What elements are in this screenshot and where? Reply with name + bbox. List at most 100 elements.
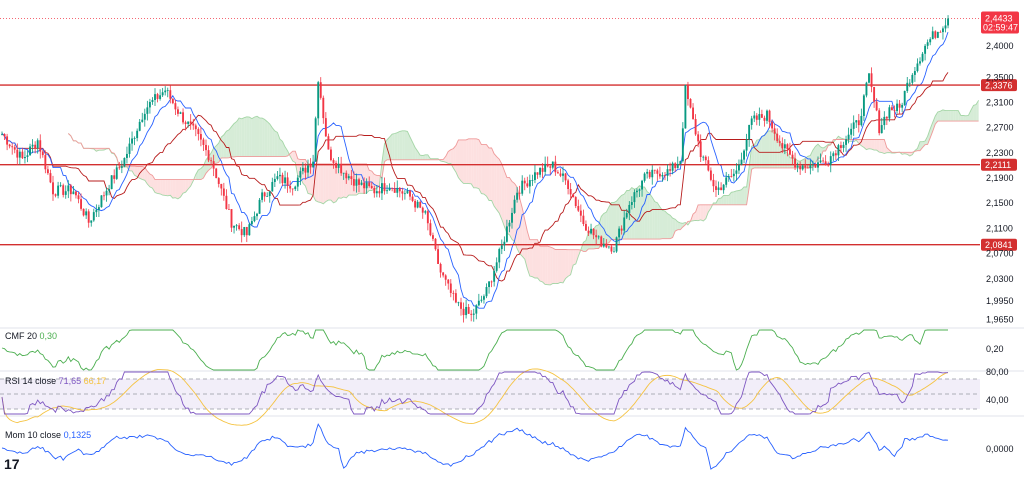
cloud-segment xyxy=(252,117,255,156)
candle-body xyxy=(292,189,294,190)
candle-body xyxy=(792,155,794,159)
cloud-segment xyxy=(158,180,161,194)
cloud-segment xyxy=(767,131,770,168)
candle-body xyxy=(554,162,556,173)
candle-body xyxy=(279,175,281,176)
cloud-segment xyxy=(553,248,556,284)
cloud-segment xyxy=(461,140,464,184)
cmf-tick: 0,20 xyxy=(986,344,1004,354)
candle-body xyxy=(21,152,23,158)
candle-body xyxy=(98,207,100,210)
candle-body xyxy=(231,209,233,228)
candle-body xyxy=(909,83,911,84)
candle-body xyxy=(106,191,108,196)
candle-body xyxy=(6,136,8,144)
candle-body xyxy=(753,115,755,118)
candle-body xyxy=(149,102,151,107)
candle-body xyxy=(241,229,243,235)
candle-body xyxy=(75,192,77,196)
candle-body xyxy=(858,120,860,125)
candle-body xyxy=(774,128,776,133)
cloud-segment xyxy=(882,139,885,153)
cloud-segment xyxy=(492,148,495,206)
candle-body xyxy=(881,125,883,133)
candle-body xyxy=(174,103,176,109)
candle-body xyxy=(282,175,284,183)
candle-body xyxy=(743,151,745,160)
candle-body xyxy=(368,183,370,186)
candle-body xyxy=(200,134,202,139)
candle-body xyxy=(789,149,791,154)
candle-body xyxy=(404,193,406,194)
cloud-segment xyxy=(948,111,951,122)
candle-body xyxy=(863,95,865,116)
candle-body xyxy=(669,169,671,171)
candle-body xyxy=(646,172,648,174)
candle-body xyxy=(223,189,225,196)
cloud-segment xyxy=(262,118,265,157)
candle-body xyxy=(396,188,398,193)
cloud-segment xyxy=(548,246,551,285)
cloud-segment xyxy=(165,180,168,196)
candle-body xyxy=(633,192,635,202)
candle-body xyxy=(929,39,931,42)
price-tick-label: 2,0300 xyxy=(986,274,1014,284)
candle-body xyxy=(830,156,832,165)
level-price-label: 2,2111 xyxy=(985,160,1011,170)
cloud-segment xyxy=(657,203,660,239)
candle-body xyxy=(450,284,452,293)
candle-body xyxy=(595,235,597,237)
candle-body xyxy=(325,118,327,136)
candle-body xyxy=(519,193,521,194)
candle-body xyxy=(636,191,638,192)
candle-body xyxy=(557,172,559,173)
candle-body xyxy=(108,189,110,191)
candle-body xyxy=(832,153,834,156)
candle-body xyxy=(437,249,439,264)
candle-body xyxy=(384,183,386,191)
candle-body xyxy=(381,183,383,193)
cloud-segment xyxy=(698,205,701,221)
candle-body xyxy=(804,166,806,168)
price-tick-label: 1,9650 xyxy=(986,315,1014,325)
candle-body xyxy=(679,161,681,164)
candle-body xyxy=(11,146,13,147)
candle-body xyxy=(611,246,613,251)
candle-body xyxy=(674,163,676,168)
candle-body xyxy=(254,216,256,221)
candle-body xyxy=(294,187,296,189)
tradingview-logo[interactable]: 17 xyxy=(4,456,20,472)
cloud-segment xyxy=(614,201,617,239)
candle-body xyxy=(498,249,500,262)
cloud-segment xyxy=(872,139,875,150)
candle-body xyxy=(131,139,133,144)
candle-body xyxy=(539,168,541,175)
candle-body xyxy=(65,191,67,195)
candle-body xyxy=(327,136,329,149)
candle-body xyxy=(113,175,115,179)
candle-body xyxy=(649,172,651,177)
cloud-segment xyxy=(499,159,502,219)
candle-body xyxy=(868,73,870,82)
candle-body xyxy=(169,90,171,99)
candle-body xyxy=(197,129,199,134)
candle-body xyxy=(121,166,123,168)
candle-body xyxy=(516,193,518,200)
candle-body xyxy=(85,211,87,215)
candle-body xyxy=(809,165,811,168)
cloud-segment xyxy=(489,148,492,201)
candle-body xyxy=(707,160,709,170)
candle-body xyxy=(480,300,482,301)
candle-body xyxy=(162,92,164,95)
candle-body xyxy=(705,157,707,160)
cloud-segment xyxy=(719,198,722,205)
cloud-segment xyxy=(175,180,178,199)
candle-body xyxy=(19,152,21,158)
cloud-segment xyxy=(652,198,655,240)
candle-body xyxy=(455,293,457,302)
candle-body xyxy=(333,160,335,163)
candle-body xyxy=(141,120,143,122)
candle-body xyxy=(419,202,421,208)
candle-body xyxy=(605,244,607,247)
